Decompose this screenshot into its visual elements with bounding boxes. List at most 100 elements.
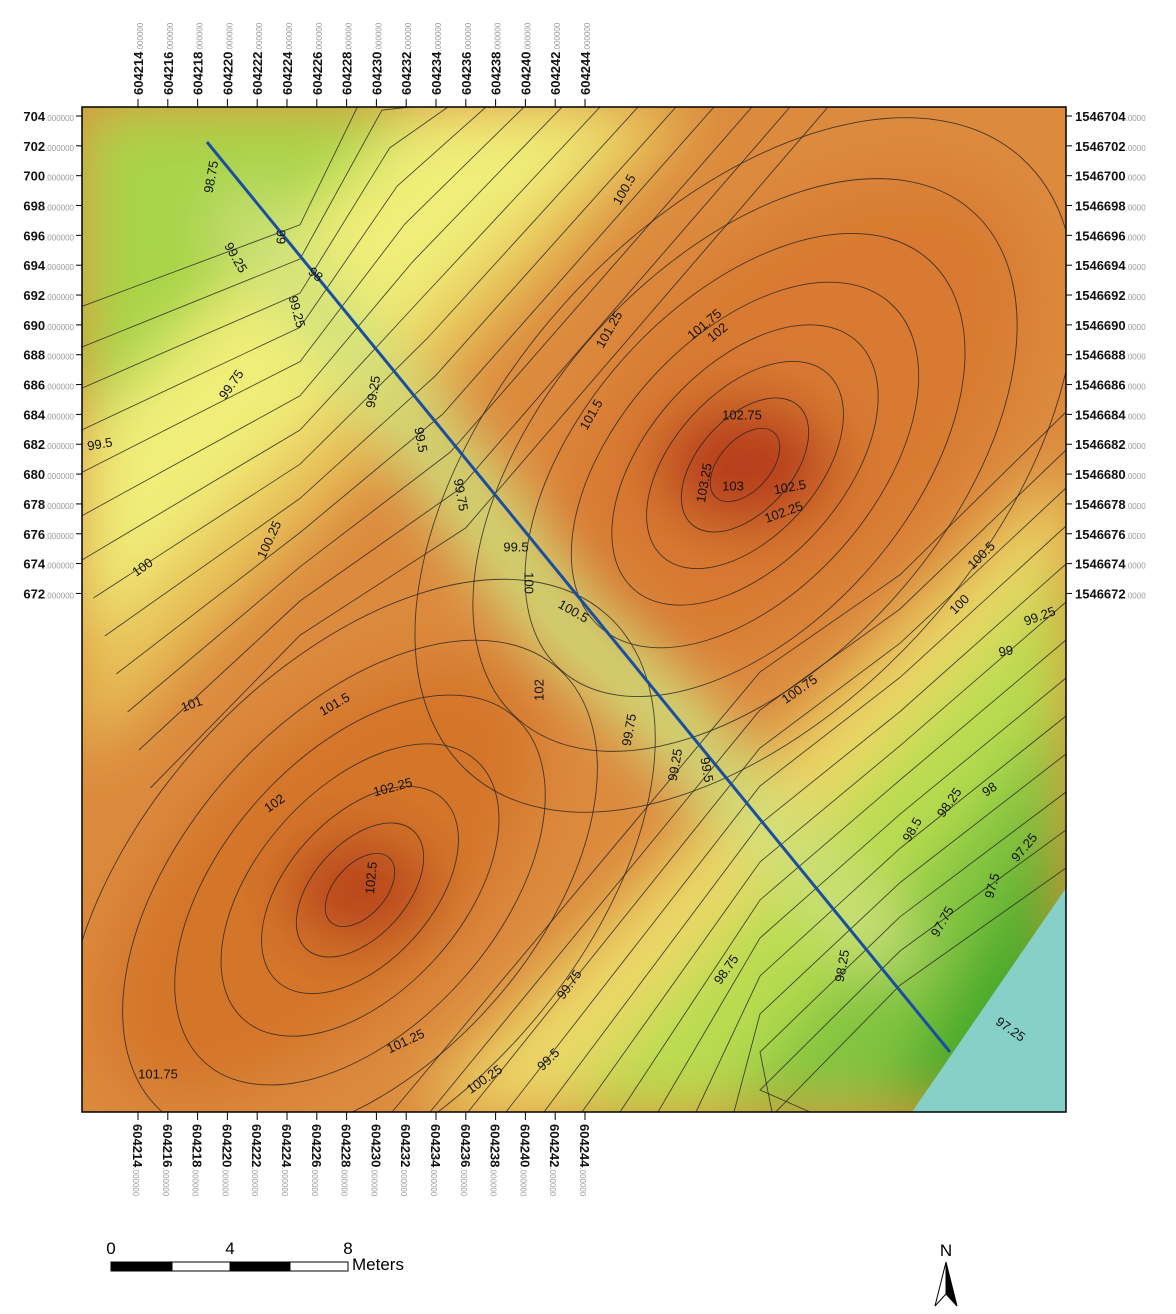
x-tick-label-bottom: 604232.000000	[398, 1124, 413, 1197]
y-tick-label-right: 1546702.0000	[1075, 139, 1146, 154]
contour-label: 99.5	[503, 539, 528, 554]
y-tick-label-left: 680.000000	[23, 467, 74, 482]
tick-main: 604242	[547, 1124, 562, 1167]
tick-main: 604228	[339, 1124, 354, 1167]
tick-main: 700	[23, 169, 45, 184]
tick-decimal: .000000	[374, 22, 383, 51]
y-tick-label-right: 1546700.0000	[1075, 169, 1146, 184]
tick-main: 698	[23, 199, 45, 214]
scale-label: 4	[225, 1239, 234, 1258]
tick-main: 1546700	[1075, 169, 1126, 184]
x-tick-label-bottom: 604224.000000	[279, 1124, 294, 1197]
tick-decimal: .000000	[45, 532, 74, 541]
tick-main: 1546688	[1075, 348, 1126, 363]
tick-decimal: .0000	[1126, 204, 1147, 213]
tick-main: 604244	[578, 51, 593, 95]
scale-segment	[230, 1262, 290, 1271]
tick-decimal: .000000	[45, 204, 74, 213]
tick-main: 692	[23, 288, 45, 303]
tick-main: 704	[23, 109, 45, 124]
tick-main: 604232	[398, 1124, 413, 1167]
y-tick-label-right: 1546676.0000	[1075, 527, 1146, 542]
map-layout: 98.759999.259899.2599.7599.599.2599.599.…	[0, 0, 1176, 1314]
tick-main: 604222	[250, 52, 265, 95]
y-tick-label-left: 696.000000	[23, 228, 74, 243]
tick-main: 604222	[249, 1124, 264, 1167]
tick-main: 674	[23, 557, 45, 572]
x-tick-label-top: 604242.000000	[548, 22, 563, 95]
x-tick-label-bottom: 604228.000000	[339, 1124, 354, 1197]
tick-decimal: .000000	[45, 353, 74, 362]
tick-decimal: .0000	[1126, 293, 1147, 302]
y-tick-label-left: 698.000000	[23, 199, 74, 214]
scale-segment	[290, 1262, 348, 1271]
tick-decimal: .000000	[196, 22, 205, 51]
tick-decimal: .000000	[225, 22, 234, 51]
tick-main: 688	[23, 348, 45, 363]
north-arrow: N	[935, 1241, 957, 1306]
tick-decimal: .000000	[45, 412, 74, 421]
x-tick-label-bottom: 604242.000000	[547, 1124, 562, 1197]
contour-label: 99	[274, 230, 289, 244]
x-tick-label-top: 604230.000000	[369, 22, 384, 95]
tick-decimal: .000000	[369, 1167, 378, 1196]
contour-label: 99	[997, 642, 1014, 659]
tick-main: 678	[23, 497, 45, 512]
tick-decimal: .000000	[250, 1167, 259, 1196]
tick-decimal: .000000	[45, 442, 74, 451]
tick-main: 1546682	[1075, 437, 1126, 452]
tick-main: 604232	[399, 52, 414, 95]
tick-main: 684	[23, 407, 45, 422]
tick-main: 604234	[429, 51, 444, 95]
tick-main: 604238	[489, 52, 504, 95]
x-tick-label-top: 604214.000000	[131, 22, 146, 95]
tick-main: 604224	[279, 1124, 294, 1168]
y-tick-label-left: 684.000000	[23, 407, 74, 422]
tick-main: 1546678	[1075, 497, 1126, 512]
north-arrow-left	[935, 1262, 946, 1306]
y-tick-label-right: 1546674.0000	[1075, 557, 1146, 572]
tick-decimal: .000000	[429, 1167, 438, 1196]
tick-main: 1546694	[1075, 258, 1126, 273]
x-tick-label-top: 604232.000000	[399, 22, 414, 95]
tick-decimal: .000000	[45, 472, 74, 481]
x-tick-label-bottom: 604230.000000	[368, 1124, 383, 1197]
tick-decimal: .000000	[310, 1167, 319, 1196]
contour-label: 102.5	[362, 861, 380, 895]
y-tick-label-right: 1546682.0000	[1075, 437, 1146, 452]
tick-main: 1546676	[1075, 527, 1126, 542]
tick-main: 682	[23, 437, 45, 452]
tick-decimal: .0000	[1126, 353, 1147, 362]
y-tick-label-right: 1546694.0000	[1075, 258, 1146, 273]
tick-main: 1546704	[1075, 109, 1126, 124]
tick-main: 604228	[340, 52, 355, 95]
y-tick-label-left: 682.000000	[23, 437, 74, 452]
tick-decimal: .0000	[1126, 442, 1147, 451]
tick-decimal: .000000	[131, 1167, 140, 1196]
y-tick-label-left: 694.000000	[23, 258, 74, 273]
y-tick-label-right: 1546692.0000	[1075, 288, 1146, 303]
y-tick-label-left: 678.000000	[23, 497, 74, 512]
tick-main: 604218	[191, 52, 206, 95]
tick-main: 604230	[369, 52, 384, 95]
x-tick-label-bottom: 604216.000000	[160, 1124, 175, 1197]
tick-decimal: .000000	[45, 114, 74, 123]
tick-decimal: .0000	[1126, 591, 1147, 600]
scale-segment	[111, 1262, 172, 1271]
tick-main: 1546690	[1075, 318, 1126, 333]
tick-main: 1546686	[1075, 378, 1126, 393]
contour-label: 101.75	[138, 1066, 178, 1081]
tick-decimal: .000000	[583, 22, 592, 51]
tick-main: 1546684	[1075, 407, 1126, 422]
tick-decimal: .000000	[136, 22, 145, 51]
tick-main: 604230	[368, 1124, 383, 1167]
x-tick-label-bottom: 604214.000000	[130, 1124, 145, 1197]
y-tick-label-right: 1546680.0000	[1075, 467, 1146, 482]
x-tick-label-top: 604218.000000	[191, 22, 206, 95]
y-tick-label-right: 1546696.0000	[1075, 228, 1146, 243]
x-tick-label-top: 604224.000000	[280, 22, 295, 95]
tick-main: 604218	[190, 1124, 205, 1167]
tick-decimal: .000000	[255, 22, 264, 51]
x-tick-label-bottom: 604222.000000	[249, 1124, 264, 1197]
tick-decimal: .000000	[553, 22, 562, 51]
